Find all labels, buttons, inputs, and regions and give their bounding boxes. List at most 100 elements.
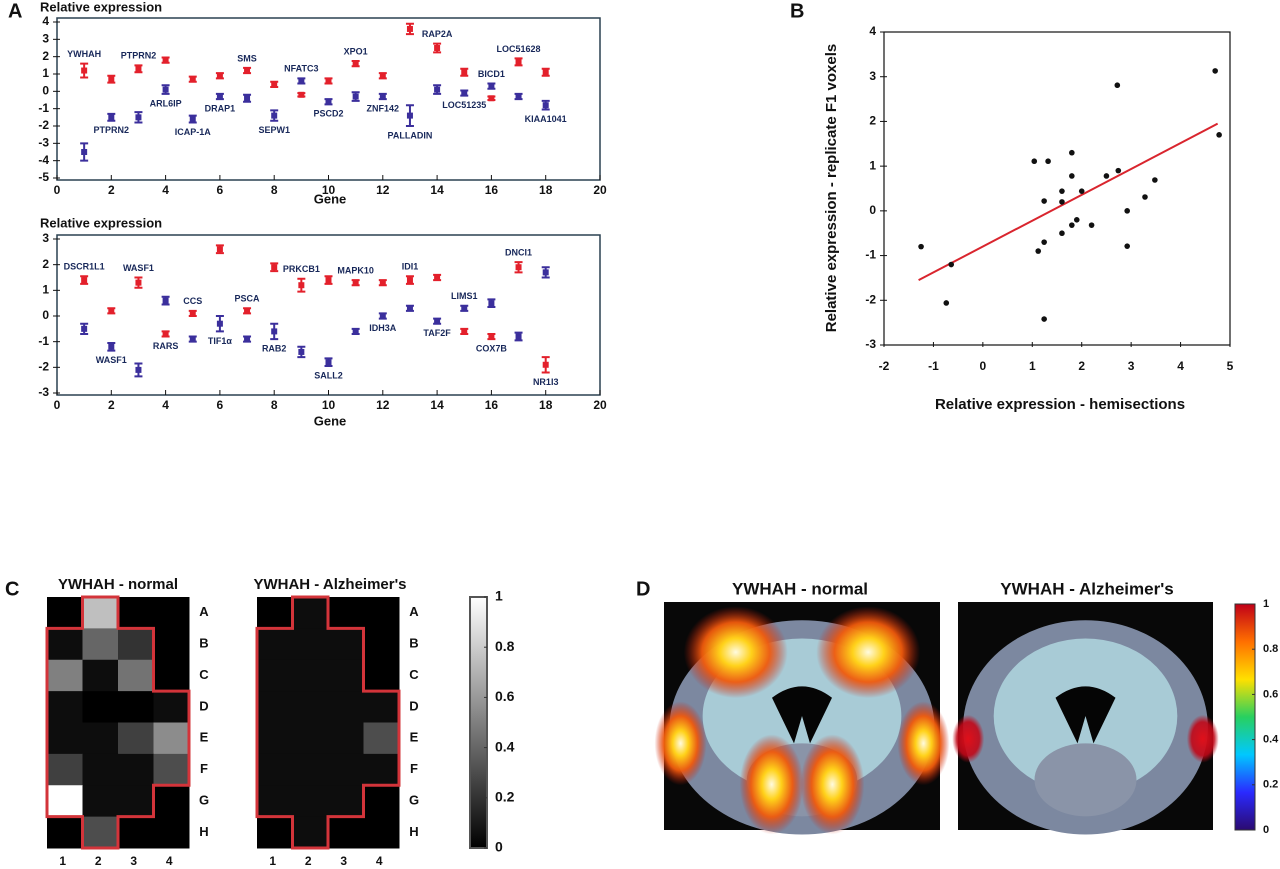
point (1059, 199, 1065, 205)
col-label: 1 (59, 854, 66, 868)
point (406, 305, 413, 312)
point (1069, 222, 1075, 228)
point (298, 282, 305, 289)
row-label: C (199, 667, 209, 682)
point (81, 325, 88, 332)
cell (363, 722, 400, 755)
y-tick-label: 3 (869, 69, 876, 83)
x-axis-title: Gene (314, 413, 347, 428)
cell (82, 816, 119, 849)
point (244, 67, 251, 74)
y-tick-label: 1 (42, 66, 49, 80)
x-tick-label: -2 (879, 359, 890, 373)
y-tick-label: 2 (42, 257, 49, 271)
col-label: 2 (95, 854, 102, 868)
point (135, 279, 142, 286)
cell (47, 691, 83, 723)
point (379, 279, 386, 286)
cell (257, 597, 293, 629)
gene-label: ICAP-1A (175, 127, 212, 137)
x-tick-label: 4 (1177, 359, 1184, 373)
point (108, 307, 115, 314)
cell (47, 722, 83, 755)
cell (363, 753, 400, 786)
cell (257, 753, 293, 786)
row-label: H (409, 824, 418, 839)
point (271, 112, 278, 119)
ventricle (772, 686, 832, 744)
x-tick-label: 4 (162, 398, 169, 412)
cell (328, 691, 364, 723)
cell (328, 816, 364, 849)
x-tick-label: 2 (108, 398, 115, 412)
gene-label: PSCD2 (313, 109, 343, 119)
point (542, 102, 549, 109)
activation (1186, 714, 1219, 763)
point (298, 91, 305, 98)
colorbar-label: 0.2 (495, 789, 515, 805)
y-tick-label: -2 (865, 292, 876, 306)
point (542, 269, 549, 276)
point (325, 77, 332, 84)
point (162, 297, 169, 304)
region-outline (45, 595, 191, 850)
point (461, 69, 468, 76)
cell (363, 659, 400, 692)
cell (328, 722, 364, 755)
cell (292, 597, 329, 629)
x-tick-label: 16 (485, 183, 499, 197)
point (162, 57, 169, 64)
y-axis-title: Relative expression (40, 215, 162, 230)
heatmap-title: YWHAH - normal (58, 576, 178, 593)
cell (292, 722, 329, 755)
gene-label: SMS (237, 53, 257, 63)
point (461, 90, 468, 97)
cell (292, 691, 329, 723)
panel-label: A (8, 0, 22, 22)
point (434, 86, 441, 93)
activation (800, 734, 865, 835)
point (379, 93, 386, 100)
col-label: 2 (305, 854, 312, 868)
row-label: E (410, 730, 419, 745)
col-label: 4 (166, 854, 173, 868)
y-tick-label: 0 (42, 84, 49, 98)
point (1152, 177, 1158, 183)
cell (47, 659, 83, 692)
cell (153, 753, 190, 786)
point (325, 359, 332, 366)
point (1059, 230, 1065, 237)
col-label: 1 (269, 854, 276, 868)
activation (816, 606, 921, 699)
activation (952, 714, 985, 763)
point (515, 93, 522, 100)
gene-label: YWHAH (67, 49, 101, 59)
activation (897, 701, 950, 786)
point (461, 305, 468, 312)
cell (363, 816, 400, 849)
panel-label: D (636, 578, 650, 600)
heatmap-title: YWHAH - Alzheimer's (253, 576, 406, 593)
point (81, 67, 88, 74)
point (379, 72, 386, 79)
point (515, 58, 522, 65)
row-label: E (200, 730, 209, 745)
cell (47, 753, 83, 786)
point (135, 65, 142, 72)
gene-label: MAPK10 (337, 265, 374, 275)
point (325, 98, 332, 105)
x-tick-label: 14 (430, 398, 444, 412)
cell (82, 785, 119, 818)
point (108, 76, 115, 83)
y-tick-label: -3 (38, 385, 49, 399)
x-tick-label: 8 (271, 183, 278, 197)
point (135, 366, 142, 373)
x-axis-title: Gene (314, 191, 347, 206)
col-label: 3 (130, 854, 137, 868)
colorbar-label: 0.2 (1263, 779, 1278, 791)
point (352, 328, 359, 335)
image-title: YWHAH - normal (732, 579, 868, 598)
point (216, 246, 223, 253)
gene-label: DRAP1 (205, 104, 236, 114)
